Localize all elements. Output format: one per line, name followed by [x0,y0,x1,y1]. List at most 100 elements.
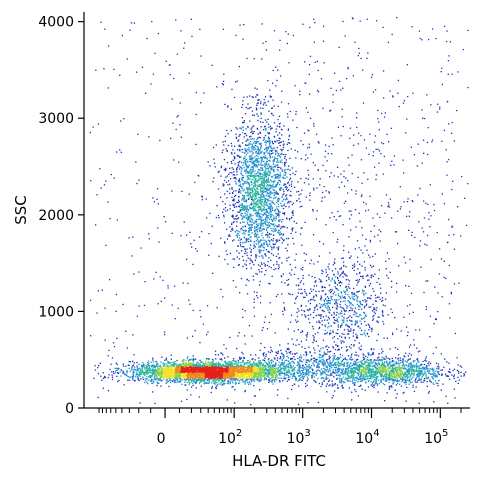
event-dot [274,140,276,143]
event-dot [138,374,140,376]
event-dot [233,218,235,220]
event-dot [181,369,183,371]
event-dot [232,372,234,374]
event-dot [254,156,256,158]
event-dot [251,226,253,229]
event-dot [193,358,195,361]
event-dot [171,369,173,371]
event-dot [274,189,276,191]
event-dot [190,370,192,372]
event-dot [237,155,239,157]
event-dot [273,217,275,219]
event-dot [221,365,223,368]
event-dot [231,228,233,230]
event-dot [217,376,220,379]
event-dot [257,184,259,186]
event-dot [283,376,285,378]
event-dot [254,235,256,238]
event-dot [234,376,236,378]
event-dot [212,146,215,149]
event-dot [263,175,265,177]
event-dot [258,236,260,238]
event-dot [230,375,233,377]
event-dot [221,376,223,379]
event-dot [241,246,244,248]
event-dot [247,190,249,192]
event-dot [285,197,288,199]
event-dot [183,374,185,376]
event-dot [281,159,283,161]
event-dot [212,371,214,373]
event-dot [186,367,189,369]
event-dot [179,364,181,366]
event-dot [273,195,275,197]
event-dot [267,244,269,246]
event-dot [136,365,138,367]
event-dot [227,370,229,372]
event-dot [272,143,275,145]
event-dot [248,147,250,149]
event-dot [286,176,288,178]
event-dot [172,362,174,364]
event-dot [175,366,178,368]
event-dot [203,364,206,366]
event-dot [193,365,195,367]
event-dot [269,125,271,128]
event-dot [264,265,266,267]
event-dot [242,206,244,208]
event-dot [220,372,222,374]
event-dot [191,363,194,366]
event-dot [189,362,192,364]
event-dot [162,368,164,370]
event-dot [236,218,238,220]
event-dot [263,102,265,104]
event-dot [280,237,282,239]
event-dot [240,357,243,359]
event-dot [223,382,225,384]
event-dot [276,370,278,373]
event-dot [246,213,248,215]
event-dot [223,73,225,75]
event-dot [313,376,316,378]
event-dot [167,373,169,375]
event-dot [187,372,189,374]
event-dot [252,275,254,277]
event-dot [215,366,217,368]
event-dot [179,366,181,368]
event-dot [250,131,252,134]
event-dot [245,133,247,135]
event-dot [274,229,276,231]
event-dot [188,372,190,374]
event-dot [172,368,175,370]
event-dot [242,372,244,374]
event-dot [267,260,269,263]
event-dot [218,372,220,375]
event-dot [250,146,252,148]
event-dot [233,190,235,192]
event-dot [256,174,258,177]
event-dot [274,149,276,151]
event-dot [250,172,252,174]
event-dot [238,178,241,180]
event-dot [243,216,246,218]
event-dot [257,362,260,364]
event-dot [161,356,163,358]
event-dot [236,201,238,204]
event-dot [301,367,303,369]
event-dot [225,362,227,364]
event-dot [109,368,111,371]
event-dot [229,226,231,228]
event-dot [279,366,281,368]
event-dot [194,369,196,371]
event-dot [279,370,281,372]
event-dot [217,370,219,372]
event-dot [224,382,226,385]
event-dot [221,378,223,380]
event-dot [183,376,185,378]
event-dot [167,361,170,363]
event-dot [239,160,241,163]
event-dot [253,291,255,293]
event-dot [246,376,248,378]
event-dot [238,369,240,371]
event-dot [246,362,248,365]
